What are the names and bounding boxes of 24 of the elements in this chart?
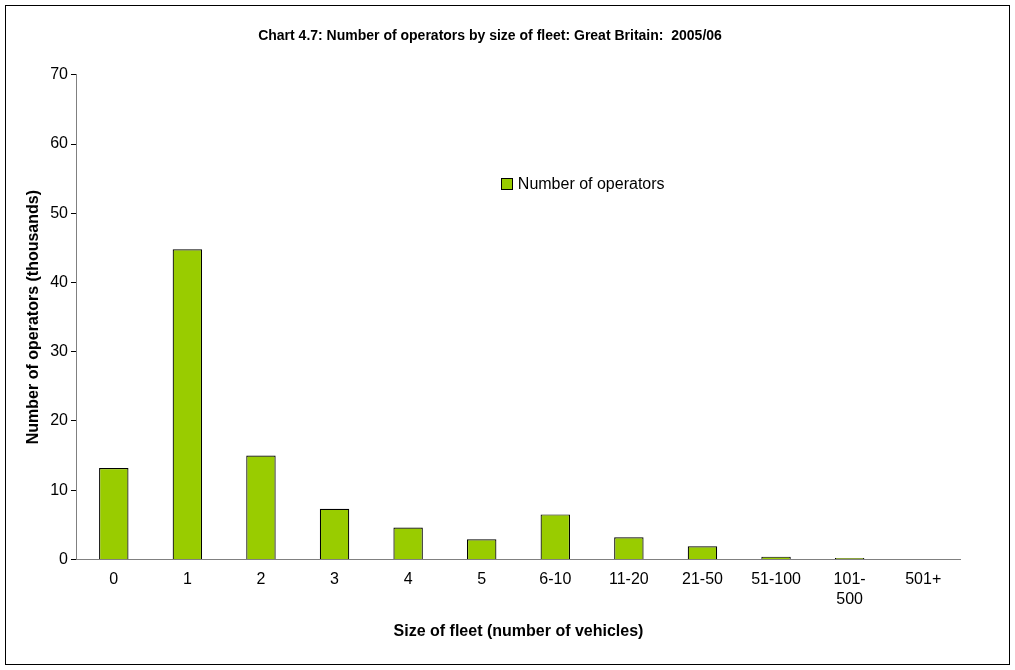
x-tick-label: 2: [256, 570, 266, 588]
x-tick-label: 51-100: [751, 570, 802, 588]
x-tick-label: 501+: [905, 570, 942, 588]
x-tick-label: 11-20: [609, 570, 649, 588]
y-tick-label: 30: [50, 342, 69, 360]
x-tick-label: 101- 500: [833, 570, 866, 607]
y-tick-label: 50: [50, 203, 69, 221]
y-tick-label: 70: [50, 65, 69, 83]
y-tick-label: 40: [50, 272, 69, 290]
legend-label: Number of operators: [517, 174, 665, 193]
y-axis-title: Number of operators (thousands): [24, 189, 42, 445]
y-tick-label: 0: [59, 549, 69, 567]
y-tick-label: 10: [50, 480, 69, 498]
x-tick-label: 3: [330, 570, 340, 588]
y-tick-label: 20: [50, 411, 69, 429]
x-tick-label: 1: [182, 570, 192, 588]
chart-title: Chart 4.7: Number of operators by size of fleet: Great Britain: 2005/06: [258, 27, 723, 44]
x-tick-label: 21-50: [682, 570, 724, 588]
x-axis-title: Size of fleet (number of vehicles): [393, 621, 644, 639]
x-tick-label: 4: [403, 570, 413, 588]
x-tick-label: 0: [109, 570, 119, 588]
x-tick-label: 5: [477, 570, 487, 588]
y-tick-label: 60: [50, 134, 69, 152]
x-tick-label: 6-10: [539, 570, 572, 588]
